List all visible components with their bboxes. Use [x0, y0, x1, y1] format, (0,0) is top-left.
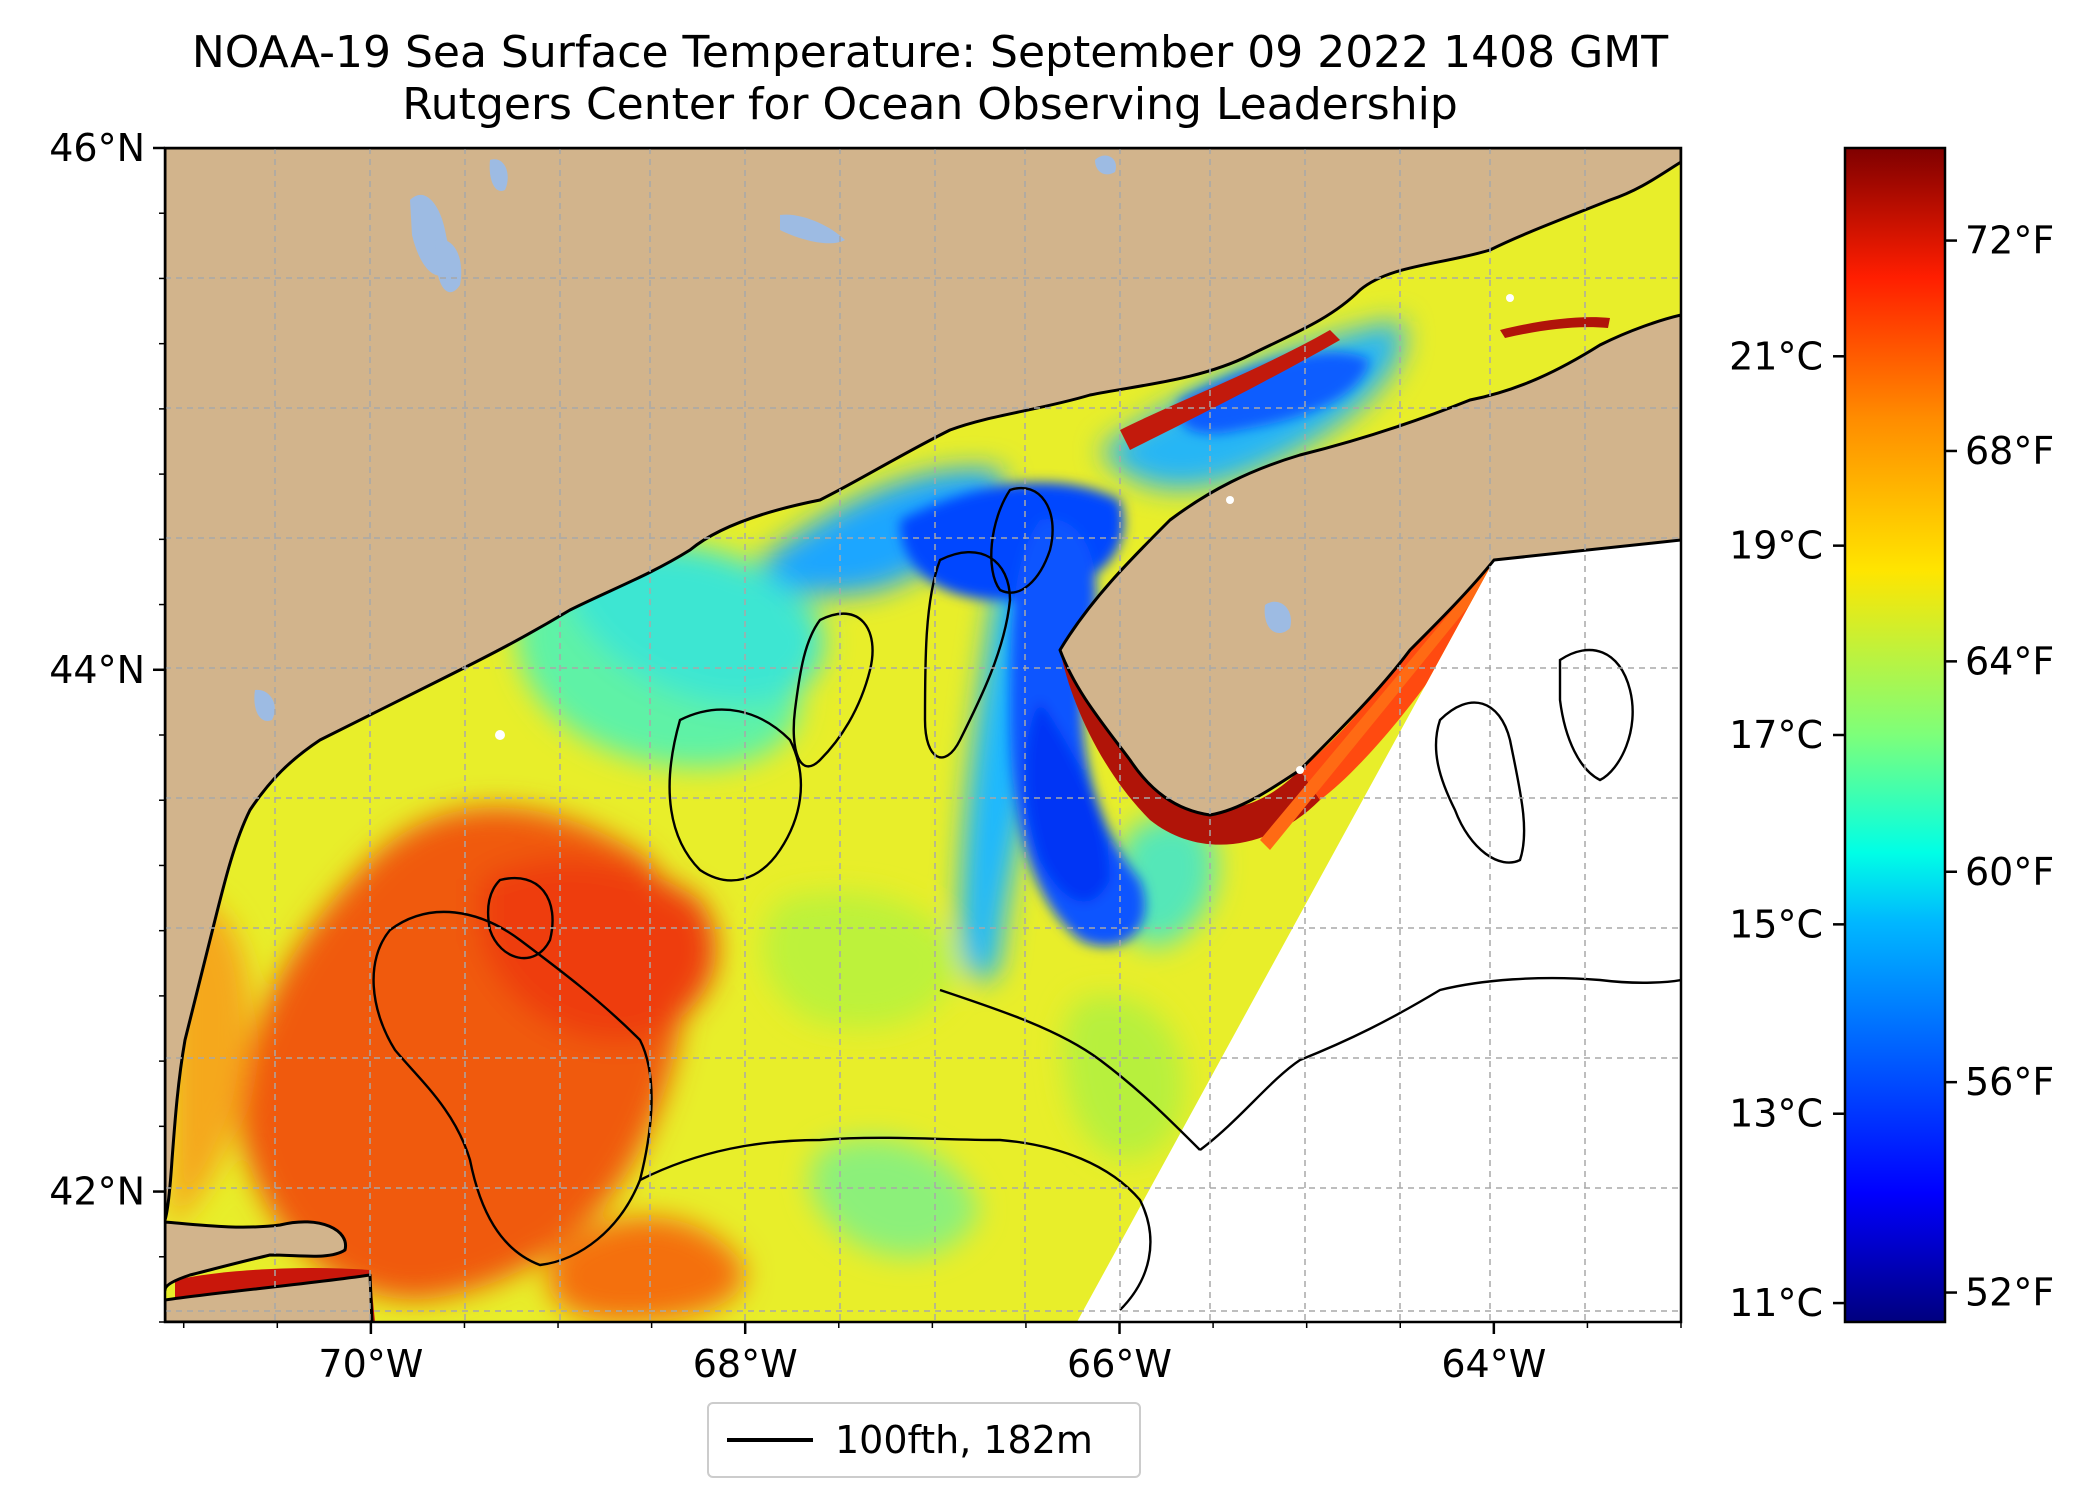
latitude-axis: 46°N 44°N 42°N — [49, 126, 165, 1323]
chart-title: NOAA-19 Sea Surface Temperature: Septemb… — [191, 27, 1669, 78]
legend: 100fth, 182m — [707, 1402, 1141, 1478]
colorbar-gradient — [1843, 146, 1947, 1324]
fahrenheit-tick-label: 68°F — [1965, 429, 2054, 473]
bathymetry-contour-100fth — [372, 487, 1681, 1311]
fahrenheit-tick-label: 56°F — [1965, 1060, 2054, 1104]
lakes — [254, 155, 1291, 721]
celsius-tick-label: 21°C — [1729, 334, 1823, 378]
lon-tick-label: 68°W — [693, 1342, 798, 1386]
legend-line-swatch — [727, 1438, 813, 1442]
land-cape-cod — [165, 1220, 347, 1292]
fahrenheit-tick-label: 72°F — [1965, 219, 2054, 263]
land-new-england — [165, 148, 1681, 1222]
land — [165, 148, 1681, 1322]
lon-tick-label: 66°W — [1067, 1342, 1172, 1386]
lon-tick-label: 64°W — [1441, 1342, 1546, 1386]
longitude-axis: 70°W 68°W 66°W 64°W — [182, 1322, 1682, 1386]
lat-tick-label: 44°N — [49, 648, 145, 692]
colorbar-celsius-axis: 11°C 13°C 15°C 17°C 19°C 21°C — [1729, 334, 1845, 1325]
celsius-tick-label: 11°C — [1729, 1281, 1823, 1325]
celsius-tick-label: 19°C — [1729, 524, 1823, 568]
colorbar: 11°C 13°C 15°C 17°C 19°C 21°C 52°F 56°F 60°F 64°… — [1729, 146, 2054, 1325]
fahrenheit-tick-label: 52°F — [1965, 1271, 2054, 1315]
celsius-tick-label: 15°C — [1729, 902, 1823, 946]
lat-tick-label: 42°N — [49, 1170, 145, 1214]
lon-tick-label: 70°W — [318, 1342, 423, 1386]
lat-tick-label: 46°N — [49, 126, 145, 170]
celsius-tick-label: 17°C — [1729, 713, 1823, 757]
celsius-tick-label: 13°C — [1729, 1092, 1823, 1136]
gridlines — [165, 148, 1681, 1322]
fahrenheit-tick-label: 64°F — [1965, 639, 2054, 683]
legend-label: 100fth, 182m — [835, 1418, 1093, 1462]
colorbar-fahrenheit-axis: 52°F 56°F 60°F 64°F 68°F 72°F — [1945, 219, 2054, 1315]
nearshore-artifacts — [495, 294, 1514, 774]
map-area — [165, 148, 1681, 1322]
fahrenheit-tick-label: 60°F — [1965, 850, 2054, 894]
chart-subtitle: Rutgers Center for Ocean Observing Leade… — [402, 79, 1458, 130]
